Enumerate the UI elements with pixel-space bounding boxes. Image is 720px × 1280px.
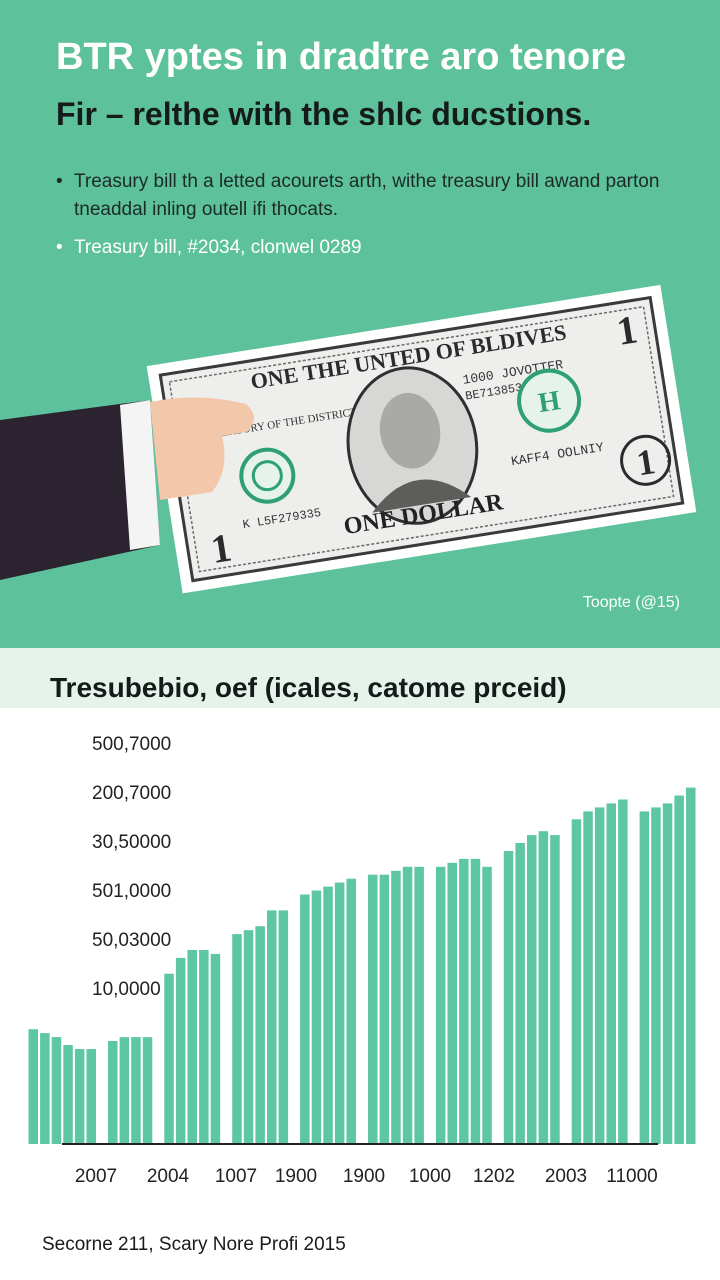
treasury-seal (239, 447, 296, 504)
bar (142, 1037, 153, 1144)
x-axis: 2007 2004 1007 1900 1900 1000 1202 2003 11000 (75, 1166, 658, 1187)
y-tick-label: 10,0000 (92, 979, 161, 1000)
bar (402, 866, 413, 1144)
bar (662, 803, 673, 1144)
bar (606, 803, 616, 1144)
bar (391, 870, 401, 1144)
bullet-item: Treasury bill, #2034, clonwel 0289 (56, 234, 676, 262)
y-tick-label: 501,0000 (92, 881, 171, 902)
bar (74, 1049, 85, 1144)
bar (175, 957, 186, 1144)
bar (482, 866, 492, 1144)
bar (63, 1045, 73, 1144)
seal-letter: H (536, 385, 563, 419)
bar (583, 811, 593, 1144)
x-tick-label: 1900 (343, 1166, 385, 1187)
bullet-item: Treasury bill th a letted acourets arth,… (56, 168, 676, 224)
x-tick-label: 1007 (215, 1166, 257, 1187)
bar (470, 858, 481, 1144)
bar (40, 1033, 50, 1144)
bar (639, 811, 650, 1144)
hand (150, 397, 254, 500)
bar (255, 926, 265, 1144)
treasury-seal-inner (251, 460, 283, 492)
bar (674, 795, 684, 1144)
y-tick-label: 30,50000 (92, 832, 171, 853)
chart-title: Tresubebio, oef (icales, catome prceid) (50, 672, 567, 703)
bar (278, 910, 289, 1144)
bar (538, 831, 549, 1144)
bar (300, 894, 310, 1144)
bar (618, 799, 628, 1144)
federal-seal (517, 368, 582, 433)
x-tick-label: 1202 (473, 1166, 515, 1187)
bar (131, 1037, 141, 1144)
bar (414, 866, 424, 1144)
bullet-list: Treasury bill th a letted acourets arth,… (56, 168, 676, 272)
bar (51, 1037, 62, 1144)
bar (447, 862, 457, 1144)
bar (459, 858, 469, 1144)
bar-chart: 500,7000 200,7000 30,50000 501,0000 50,03000… (28, 734, 696, 1187)
bar (435, 866, 446, 1144)
hero-panel: BTR yptes in dradtre aro tenore Fir – re… (0, 0, 720, 648)
y-tick-label: 500,7000 (92, 734, 171, 755)
chart-title-band (0, 648, 720, 708)
shirt-cuff (120, 400, 160, 550)
page-subtitle: Fir – relthe with the shlc ducstions. (56, 96, 592, 132)
bar (86, 1049, 96, 1144)
bar (651, 807, 661, 1144)
bar (527, 835, 537, 1144)
bar (267, 910, 277, 1144)
page-title: BTR yptes in dradtre aro tenore (56, 36, 627, 78)
bar (503, 851, 514, 1144)
bar (346, 878, 356, 1144)
bar (232, 934, 242, 1144)
source-caption: Secorne 211, Scary Nore Profi 2015 (42, 1234, 346, 1255)
x-tick-label: 2007 (75, 1166, 117, 1187)
bar (164, 973, 174, 1144)
y-axis: 500,7000 200,7000 30,50000 501,0000 50,03000… (92, 734, 171, 1000)
bar (311, 890, 322, 1144)
bar (187, 950, 197, 1144)
bar (379, 874, 390, 1144)
bar (119, 1037, 130, 1144)
portrait-shoulders (372, 479, 472, 513)
y-tick-label: 50,03000 (92, 930, 171, 951)
bar (368, 874, 378, 1144)
bar (594, 807, 605, 1144)
bar (210, 953, 221, 1144)
bar (28, 1029, 38, 1144)
bar (334, 882, 345, 1144)
bill-illustration: ONE THE UNTED OF BLDIVES TREASURY OF THE… (0, 284, 697, 594)
bar (550, 835, 560, 1144)
bar (243, 930, 254, 1144)
sleeve (0, 400, 160, 580)
bar (686, 787, 696, 1144)
bar (515, 843, 525, 1144)
denomination-ring (620, 434, 672, 486)
bar (571, 819, 582, 1144)
dollar-bill: ONE THE UNTED OF BLDIVES TREASURY OF THE… (146, 284, 697, 594)
x-tick-label: 11000 (606, 1166, 657, 1187)
portrait-head (379, 392, 441, 469)
x-tick-label: 2003 (545, 1166, 587, 1187)
bar (199, 950, 209, 1144)
bar-series (28, 787, 696, 1144)
image-note: Toopte (@15) (582, 594, 680, 611)
x-tick-label: 2004 (147, 1166, 190, 1187)
y-tick-label: 200,7000 (92, 783, 171, 804)
bar (323, 886, 333, 1144)
bar (108, 1041, 118, 1144)
x-tick-label: 1900 (275, 1166, 317, 1187)
x-tick-label: 1000 (409, 1166, 451, 1187)
